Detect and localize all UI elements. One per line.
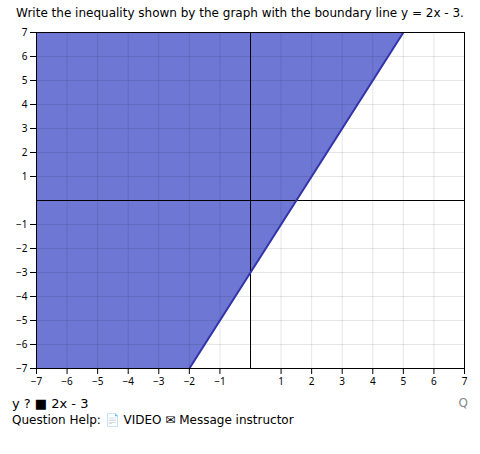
svg-text:−7: −7 xyxy=(16,361,28,375)
svg-text:−5: −5 xyxy=(16,313,28,327)
svg-text:4: 4 xyxy=(22,97,28,111)
html-text:Question Help: 📄 VIDEO ✉ Messa: Question Help: 📄 VIDEO ✉ Message instruc… xyxy=(12,413,294,427)
html-text:Write the inequality shown by: Write the inequality shown by the graph … xyxy=(16,6,464,20)
svg-text:2: 2 xyxy=(22,145,28,159)
svg-text:4: 4 xyxy=(370,374,376,388)
svg-text:−5: −5 xyxy=(92,374,104,388)
svg-text:−2: −2 xyxy=(16,241,28,255)
svg-text:1: 1 xyxy=(22,169,28,183)
html-text:y ? ■ 2x - 3: y ? ■ 2x - 3 xyxy=(12,396,89,411)
svg-text:3: 3 xyxy=(22,121,28,135)
svg-text:1: 1 xyxy=(278,374,284,388)
svg-text:−3: −3 xyxy=(153,374,165,388)
svg-text:−6: −6 xyxy=(61,374,73,388)
svg-text:−6: −6 xyxy=(16,337,28,351)
svg-text:7: 7 xyxy=(462,374,468,388)
svg-text:3: 3 xyxy=(339,374,345,388)
svg-text:7: 7 xyxy=(22,25,28,39)
html-text:Q: Q xyxy=(458,396,468,410)
svg-text:6: 6 xyxy=(431,374,437,388)
svg-text:−7: −7 xyxy=(31,374,43,388)
svg-text:−2: −2 xyxy=(184,374,196,388)
svg-text:2: 2 xyxy=(309,374,315,388)
svg-text:−3: −3 xyxy=(16,265,28,279)
svg-text:−1: −1 xyxy=(214,374,225,388)
svg-text:5: 5 xyxy=(400,374,406,388)
svg-text:−1: −1 xyxy=(16,217,27,231)
svg-text:−4: −4 xyxy=(16,289,28,303)
svg-text:6: 6 xyxy=(22,49,28,63)
svg-text:−4: −4 xyxy=(122,374,134,388)
svg-text:5: 5 xyxy=(22,73,28,87)
